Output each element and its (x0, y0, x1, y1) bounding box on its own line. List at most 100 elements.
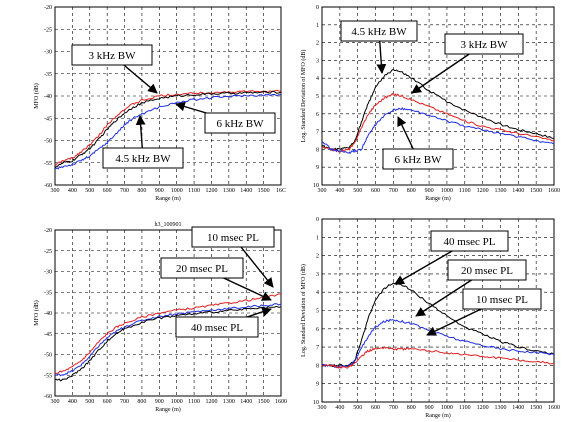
y-tick-label: 5 (316, 94, 319, 100)
annotation-label: 3 kHz BW (460, 39, 508, 51)
x-tick-label: 1300 (494, 188, 506, 194)
x-tick-label: 400 (68, 399, 77, 405)
x-tick-label: 300 (318, 405, 327, 411)
annotation-arrow (411, 53, 470, 94)
annotation-box (462, 288, 542, 310)
annotation-label: 6 kHz BW (394, 154, 442, 166)
annotation-box (447, 259, 527, 281)
x-tick-label: 500 (85, 399, 94, 405)
x-tick-label: 1500 (258, 188, 270, 194)
annotation-arrow (376, 40, 387, 74)
x-tick-label: 300 (51, 188, 60, 194)
annotation-arrow (223, 277, 272, 301)
annotation-label: 6 kHz BW (216, 118, 264, 130)
annotation-arrow (426, 308, 482, 336)
x-tick-label: 600 (103, 188, 112, 194)
annotation-box (430, 230, 509, 252)
y-tick-label: -55 (44, 373, 52, 379)
chart-panel-top-right: 300 400 500 600 700 800 900 1000 1100 1200 1300 140… (300, 5, 560, 202)
y-axis-label: MFO (dB) (33, 83, 40, 109)
y-tick-label: 9 (316, 165, 319, 171)
annotation-arrow (397, 116, 414, 150)
y-tick-label: -35 (44, 72, 52, 78)
y-tick-label: -40 (44, 311, 52, 317)
x-tick-label: 800 (407, 188, 416, 194)
y-tick-label: 3 (316, 272, 319, 278)
y-tick-label: 8 (316, 363, 319, 369)
x-tick-label: 1100 (459, 405, 471, 411)
x-tick-label: 300 (318, 188, 327, 194)
annotation-arrow (240, 246, 274, 288)
x-tick-label: 400 (68, 188, 77, 194)
x-tick-label: 1000 (171, 188, 183, 194)
x-tick-label: 1200 (477, 188, 489, 194)
x-tick-label: 600 (371, 405, 380, 411)
annotation-label: 10 msec PL (207, 232, 259, 244)
y-axis-label: Log. Standard Deviation of MFO (dB) (300, 264, 307, 357)
annotation-arrow (123, 64, 158, 94)
y-tick-label: -20 (44, 228, 52, 234)
y-tick-label: -30 (44, 270, 52, 276)
y-tick-label: 10 (313, 183, 319, 189)
y-tick-label: 7 (316, 130, 319, 136)
x-tick-label: 900 (425, 405, 434, 411)
y-tick-label: -20 (44, 5, 52, 11)
y-tick-label: -50 (44, 139, 52, 145)
series-line-black (54, 90, 282, 169)
x-tick-label: 400 (335, 188, 344, 194)
x-tick-label: 1200 (205, 399, 217, 405)
annotation-arrow (394, 250, 453, 285)
x-axis-label: Range (m) (425, 412, 451, 419)
y-axis-label: MFO (dB) (33, 300, 40, 326)
annotation-label: 4.5 kHz BW (115, 153, 171, 165)
annotation-box (102, 147, 184, 169)
y-tick-label: -55 (44, 161, 52, 167)
x-tick-label: 1600 (548, 405, 560, 411)
series-line-blue (54, 93, 281, 170)
series-line-red (321, 346, 554, 369)
x-tick-label: 300 (51, 399, 60, 405)
x-tick-label: 900 (155, 399, 164, 405)
y-tick-label: 4 (316, 290, 319, 296)
x-tick-label: 400 (335, 405, 344, 411)
x-tick-label: 600 (371, 188, 380, 194)
annotation-label: 40 msec PL (444, 236, 496, 248)
x-tick-label: 16C (276, 188, 286, 194)
x-tick-label: 1300 (494, 405, 506, 411)
x-tick-label: 700 (389, 188, 398, 194)
chart-panel-bottom-right: 300 400 500 600 700 800 900 1000 1100 1200 1300 140… (300, 217, 560, 419)
annotation-label: 10 msec PL (476, 294, 528, 306)
y-tick-label: 7 (316, 345, 319, 351)
x-tick-label: 1600 (275, 399, 287, 405)
x-tick-label: 1200 (205, 188, 217, 194)
x-tick-label: 500 (353, 405, 362, 411)
annotation-box (204, 112, 276, 134)
x-axis-label: Range (m) (155, 406, 181, 413)
annotation-label: 4.5 kHz BW (351, 26, 407, 38)
x-tick-label: 1500 (530, 188, 542, 194)
series-line-black (54, 305, 282, 382)
annotation-box (340, 20, 418, 42)
x-tick-label: 500 (85, 188, 94, 194)
x-tick-label: 1500 (258, 399, 270, 405)
series-line-blue (321, 318, 555, 369)
annotation-arrow (415, 279, 472, 317)
x-tick-label: 1400 (240, 188, 252, 194)
y-tick-label: -45 (44, 116, 52, 122)
series-line-blue (54, 303, 282, 377)
x-tick-label: 1400 (512, 188, 524, 194)
y-tick-label: 2 (316, 41, 319, 47)
y-tick-label: 1 (316, 23, 319, 29)
y-tick-label: 10 (313, 400, 319, 406)
y-tick-label: -25 (44, 27, 52, 33)
y-axis-label: Log. Standard Deviation of MFO (dB) (300, 50, 307, 143)
y-tick-label: 6 (316, 112, 319, 118)
y-tick-label: 0 (316, 217, 319, 223)
series-line-black (321, 69, 555, 152)
annotation-arrow (246, 307, 272, 318)
x-tick-label: 1300 (223, 188, 235, 194)
x-tick-label: 700 (120, 399, 129, 405)
chart-panel-top-left: 300 400 500 600 700 800 900 1000 1100 1200 1300 140… (33, 5, 286, 202)
y-tick-label: -40 (44, 94, 52, 100)
y-tick-label: -60 (44, 183, 52, 189)
